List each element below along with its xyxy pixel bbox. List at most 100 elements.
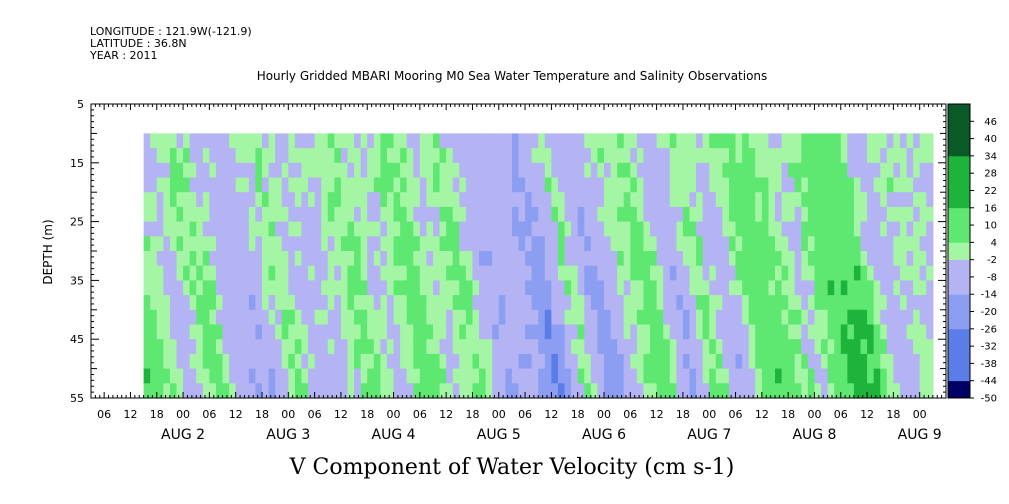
heatmap-cell	[419, 236, 428, 252]
heatmap-cell	[557, 221, 566, 237]
heatmap-cell	[340, 295, 349, 311]
heatmap-cell	[439, 192, 447, 208]
heatmap-cell	[722, 309, 730, 326]
heatmap-cell	[564, 295, 572, 311]
heatmap-cell	[709, 221, 717, 237]
heatmap-cell	[807, 324, 816, 340]
heatmap-cell	[294, 295, 303, 311]
heatmap-cell	[472, 280, 480, 296]
heatmap-cell	[419, 177, 428, 193]
heatmap-cell	[584, 353, 592, 370]
heatmap-cell	[544, 251, 552, 267]
heatmap-cell	[715, 368, 723, 384]
heatmap-cell	[728, 383, 737, 399]
heatmap-cell	[735, 368, 743, 384]
heatmap-cell	[235, 236, 243, 252]
heatmap-cell	[426, 265, 434, 281]
heatmap-cell	[899, 339, 908, 355]
heatmap-cell	[531, 265, 539, 281]
heatmap-cell	[459, 295, 467, 311]
heatmap-cell	[735, 383, 743, 399]
heatmap-cell	[511, 221, 520, 237]
heatmap-cell	[676, 236, 684, 252]
heatmap-cell	[340, 324, 349, 340]
heatmap-cell	[163, 353, 171, 370]
heatmap-cell	[465, 339, 474, 355]
heatmap-cell	[511, 339, 520, 355]
x-hour-label: 12	[544, 408, 558, 421]
heatmap-cell	[426, 162, 434, 179]
heatmap-cell	[623, 133, 631, 149]
heatmap-cell	[176, 236, 184, 252]
heatmap-cell	[735, 148, 743, 164]
heatmap-cell	[630, 177, 638, 193]
heatmap-cell	[169, 309, 178, 326]
heatmap-cell	[794, 280, 802, 296]
heatmap-cell	[301, 177, 309, 193]
heatmap-cell	[557, 265, 566, 281]
colorbar-label: -32	[981, 342, 997, 353]
heatmap-cell	[189, 280, 197, 296]
heatmap-cell	[393, 221, 401, 237]
heatmap-cell	[505, 324, 513, 340]
heatmap-cell	[689, 133, 697, 149]
heatmap-cell	[590, 148, 599, 164]
heatmap-cell	[215, 368, 224, 384]
heatmap-cell	[788, 133, 796, 149]
heatmap-cell	[393, 148, 401, 164]
heatmap-cell	[597, 368, 605, 384]
heatmap-cell	[689, 383, 697, 399]
heatmap-cell	[196, 251, 204, 267]
heatmap-cell	[439, 236, 447, 252]
heatmap-cell	[636, 206, 645, 223]
heatmap-cell	[406, 206, 414, 223]
heatmap-cell	[590, 368, 599, 384]
heatmap-cell	[853, 280, 862, 296]
colorbar-band	[948, 276, 970, 286]
heatmap-cell	[360, 236, 368, 252]
heatmap-cell	[472, 148, 480, 164]
heatmap-cell	[834, 339, 842, 355]
heatmap-cell	[248, 221, 257, 237]
heatmap-cell	[919, 251, 927, 267]
heatmap-cell	[400, 353, 408, 370]
heatmap-cell	[242, 368, 250, 384]
heatmap-cell	[465, 177, 474, 193]
heatmap-cell	[636, 295, 645, 311]
heatmap-cell	[498, 236, 506, 252]
colorbar-label: 22	[984, 186, 997, 197]
heatmap-cell	[294, 339, 303, 355]
heatmap-cell	[834, 383, 842, 399]
heatmap-cell	[340, 236, 349, 252]
heatmap-cell	[544, 368, 552, 384]
heatmap-cell	[636, 221, 645, 237]
heatmap-cell	[400, 236, 408, 252]
heatmap-cell	[419, 280, 428, 296]
heatmap-cell	[860, 309, 868, 326]
heatmap-cell	[886, 177, 894, 193]
heatmap-cell	[373, 162, 381, 179]
heatmap-cell	[202, 339, 210, 355]
heatmap-cell	[301, 280, 309, 296]
heatmap-cell	[880, 324, 888, 340]
heatmap-cell	[544, 353, 552, 370]
heatmap-cell	[617, 133, 625, 149]
x-hour-label: 00	[492, 408, 506, 421]
heatmap-cell	[465, 383, 474, 399]
heatmap-cell	[406, 148, 414, 164]
heatmap-cell	[604, 251, 612, 267]
heatmap-cell	[215, 309, 224, 326]
heatmap-cell	[590, 206, 599, 223]
heatmap-cell	[386, 192, 395, 208]
heatmap-cell	[775, 148, 783, 164]
x-hour-label: 00	[807, 408, 821, 421]
heatmap-cell	[354, 324, 362, 340]
heatmap-cell	[281, 162, 289, 179]
heatmap-cell	[906, 265, 914, 281]
heatmap-cell	[294, 251, 303, 267]
heatmap-cell	[433, 368, 441, 384]
heatmap-cell	[452, 177, 460, 193]
heatmap-cell	[505, 162, 513, 179]
heatmap-cell	[301, 221, 309, 237]
